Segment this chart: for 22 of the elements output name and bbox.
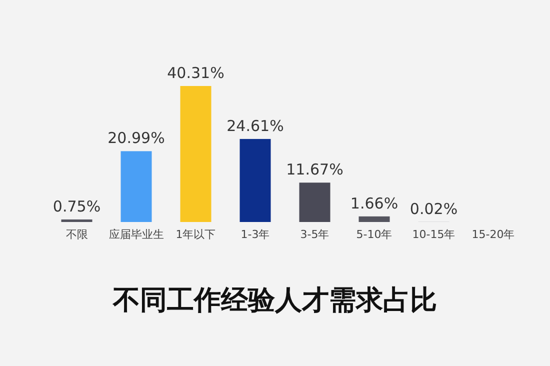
x-tick-label: 3-5年 [300,228,330,241]
bar [120,151,152,222]
x-tick-label: 不限 [66,228,88,241]
data-label: 0.02% [410,200,458,218]
data-label: 1.66% [350,194,398,212]
x-tick-label: 1年以下 [176,228,216,241]
data-label: 11.67% [286,160,344,179]
data-label: 40.31% [167,64,224,82]
x-tick-label: 应届毕业生 [108,228,164,241]
x-tick-label: 1-3年 [240,228,270,241]
x-tick-label: 10-15年 [412,228,456,241]
x-tick-label: 15-20年 [472,228,515,241]
text: 不同工作经验人才需求占比 [112,285,437,316]
bar [240,138,271,222]
bar [358,216,390,222]
data-label: 20.99% [108,129,165,148]
bar [299,182,330,222]
bar [180,86,212,222]
x-tick-label: 5-10年 [356,228,392,241]
data-label: 24.61% [226,116,284,135]
bar [61,219,92,222]
data-label: 0.75% [52,197,101,216]
